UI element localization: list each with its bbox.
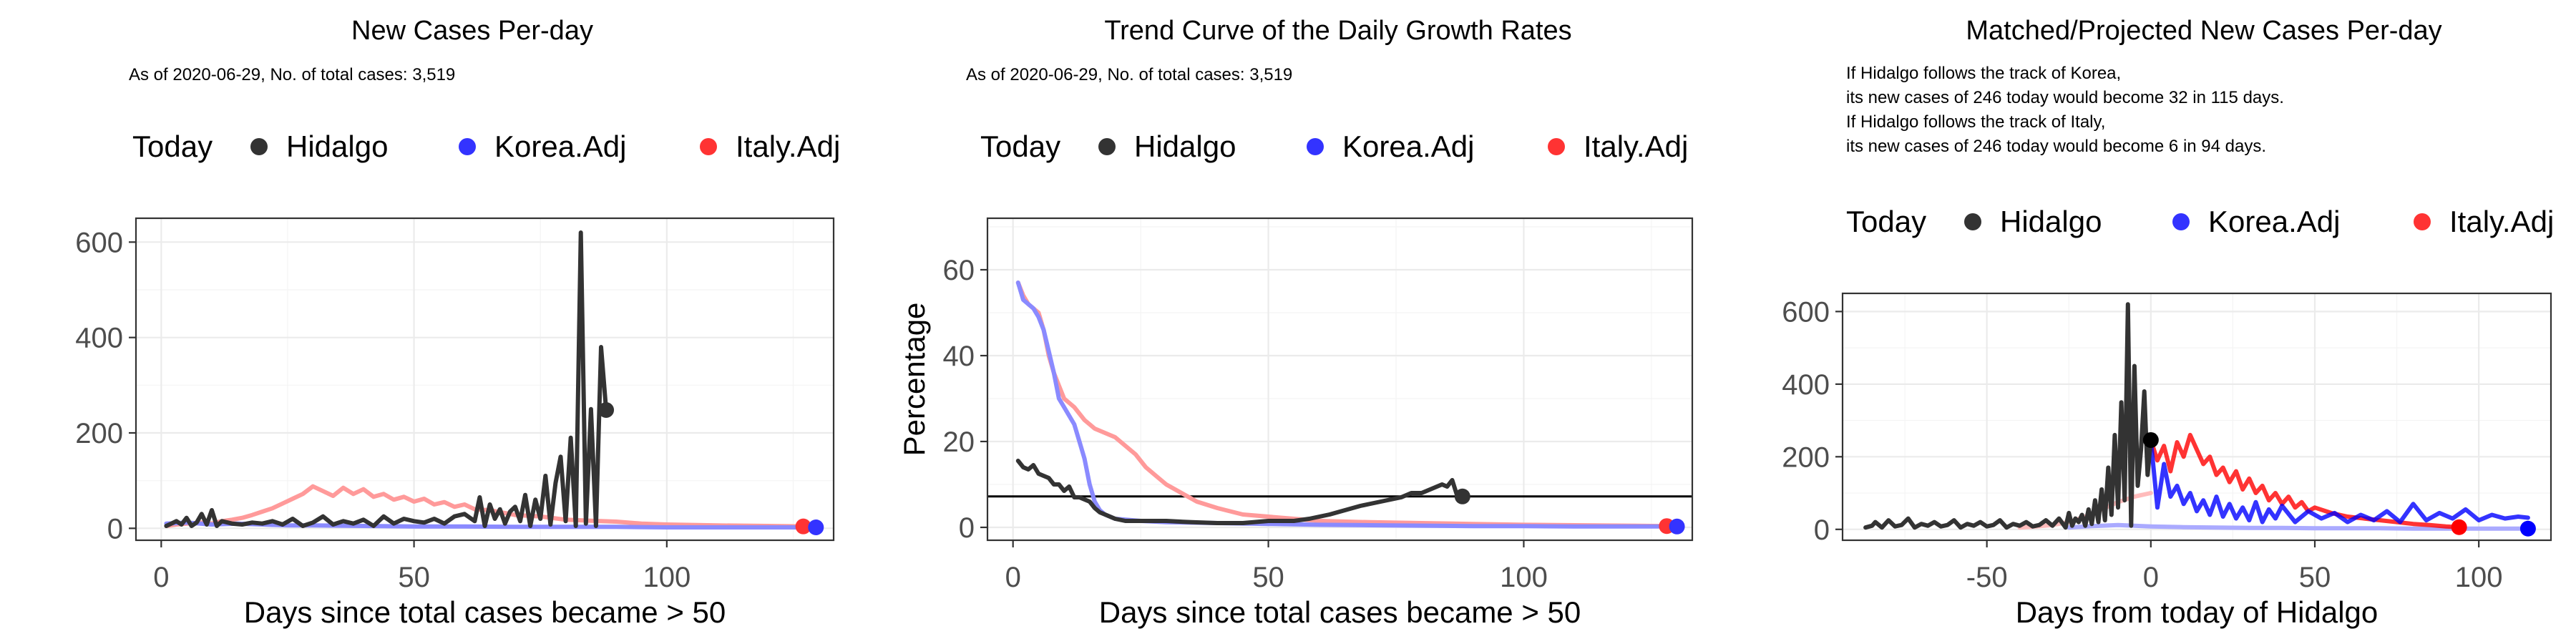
chart-note: If Hidalgo follows the track of Korea, xyxy=(1846,64,2121,83)
legend-key xyxy=(700,138,717,155)
legend-label: Italy.Adj xyxy=(1584,130,1688,163)
x-tick-label: 50 xyxy=(1252,562,1284,593)
x-tick-label: -50 xyxy=(1966,562,2008,593)
today-point-italy-adj xyxy=(2451,519,2467,535)
series-line-hidalgo xyxy=(1015,459,1460,525)
y-tick-label: 40 xyxy=(943,341,975,372)
legend-title: Today xyxy=(980,130,1060,163)
y-tick-label: 600 xyxy=(75,227,123,258)
legend-label: Italy.Adj xyxy=(2449,205,2554,238)
chart-svg-1: New Cases Per-day As of 2020-06-29, No. o… xyxy=(75,16,840,629)
legend-label: Korea.Adj xyxy=(1342,130,1474,163)
x-tick-label: 0 xyxy=(1005,562,1021,593)
today-point-italy-adj xyxy=(795,518,811,535)
legend-key xyxy=(1307,138,1324,155)
y-tick-label: 0 xyxy=(959,512,975,544)
y-tick-label: 600 xyxy=(1782,296,1830,328)
today-point-hidalgo xyxy=(2142,431,2159,448)
legend-title: Today xyxy=(1846,205,1926,238)
y-axis-label: Percentage xyxy=(897,303,931,457)
today-point-korea-adj xyxy=(808,519,824,535)
y-tick-label: 400 xyxy=(1782,369,1830,401)
legend-label: Korea.Adj xyxy=(494,130,626,163)
today-point-hidalgo xyxy=(598,402,615,418)
legend-key xyxy=(250,138,268,155)
legend-label: Hidalgo xyxy=(286,130,388,163)
y-tick-label: 200 xyxy=(75,418,123,449)
plot-frame xyxy=(1841,292,2552,542)
y-tick-label: 400 xyxy=(75,323,123,354)
chart-title: Matched/Projected New Cases Per-day xyxy=(1966,16,2441,46)
chart-note: its new cases of 246 today would become … xyxy=(1846,88,2284,107)
series-line-korea-adj xyxy=(2148,438,2530,525)
today-point-hidalgo xyxy=(1454,488,1470,504)
x-tick-label: 100 xyxy=(1500,562,1548,593)
plot-frame xyxy=(135,217,835,542)
chart-svg-3: Matched/Projected New Cases Per-day If Hi… xyxy=(1782,16,2554,629)
legend-key xyxy=(459,138,476,155)
chart-note: its new cases of 246 today would become … xyxy=(1846,137,2266,156)
chart-growth-rate-trend: Trend Curve of the Daily Growth Rates As … xyxy=(859,0,1717,644)
chart-subtitle: As of 2020-06-29, No. of total cases: 3,… xyxy=(129,65,455,84)
chart-matched-projected: Matched/Projected New Cases Per-day If Hi… xyxy=(1717,0,2576,644)
x-tick-label: 100 xyxy=(2455,562,2503,593)
legend-key xyxy=(1548,138,1565,155)
series-line-hidalgo xyxy=(1863,302,2153,530)
y-tick-label: 0 xyxy=(107,513,123,545)
x-tick-label: 0 xyxy=(153,562,169,593)
legend-label: Hidalgo xyxy=(2000,205,2102,238)
today-point-korea-adj xyxy=(1669,518,1685,535)
x-tick-label: 50 xyxy=(398,562,430,593)
y-tick-label: 20 xyxy=(943,426,975,458)
series-line-italy-adj xyxy=(1015,280,1669,529)
y-tick-label: 0 xyxy=(1814,514,1830,546)
x-tick-label: 0 xyxy=(2143,562,2159,593)
series-line-korea-adj xyxy=(1015,280,1679,529)
y-tick-label: 60 xyxy=(943,255,975,286)
legend-label: Korea.Adj xyxy=(2208,205,2340,238)
legend-label: Hidalgo xyxy=(1134,130,1236,163)
legend-key xyxy=(1964,213,1981,230)
legend-key xyxy=(1098,138,1116,155)
chart-title: Trend Curve of the Daily Growth Rates xyxy=(1104,16,1571,46)
chart-svg-2: Trend Curve of the Daily Growth Rates As … xyxy=(897,16,1694,629)
legend-title: Today xyxy=(132,130,213,163)
series-line-hidalgo xyxy=(164,230,609,528)
x-tick-label: 50 xyxy=(2299,562,2331,593)
plot-frame xyxy=(986,217,1694,542)
chart-new-cases-per-day: New Cases Per-day As of 2020-06-29, No. o… xyxy=(0,0,859,644)
legend-key xyxy=(2414,213,2431,230)
today-point-korea-adj xyxy=(2519,520,2536,537)
chart-note: If Hidalgo follows the track of Italy, xyxy=(1846,112,2105,132)
legend-key xyxy=(2172,213,2190,230)
x-axis-label: Days since total cases became > 50 xyxy=(244,595,726,629)
y-tick-label: 200 xyxy=(1782,441,1830,473)
x-tick-label: 100 xyxy=(643,562,691,593)
x-axis-label: Days from today of Hidalgo xyxy=(2016,595,2379,629)
series-line-italy-adj xyxy=(164,484,811,529)
chart-subtitle: As of 2020-06-29, No. of total cases: 3,… xyxy=(966,65,1292,84)
chart-title: New Cases Per-day xyxy=(351,16,593,46)
x-axis-label: Days since total cases became > 50 xyxy=(1099,595,1581,629)
legend-label: Italy.Adj xyxy=(736,130,840,163)
